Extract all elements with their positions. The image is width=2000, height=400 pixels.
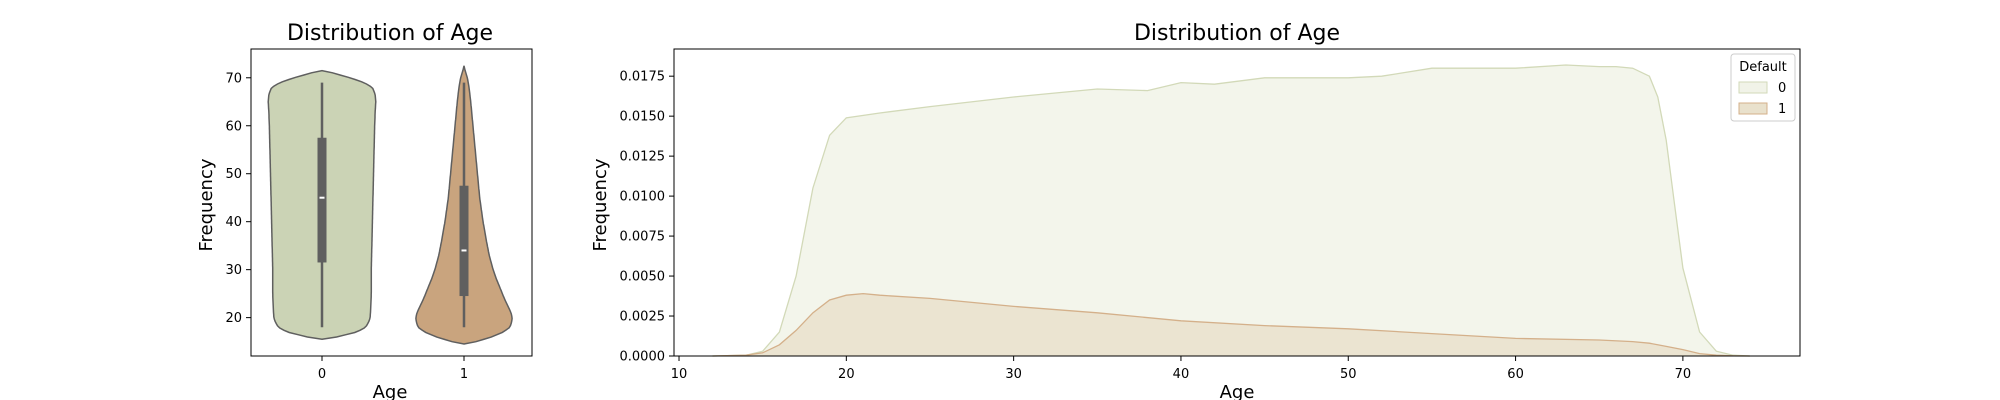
kde-area-1 xyxy=(712,293,1750,356)
violin-y-tick-label: 20 xyxy=(225,311,242,326)
legend-label-1: 1 xyxy=(1778,102,1786,117)
violin-y-tick-label: 60 xyxy=(225,119,242,134)
kde-y-tick-label: 0.0150 xyxy=(620,110,666,125)
legend-swatch-0 xyxy=(1738,81,1768,94)
kde-panel: Distribution of Age Age Frequency 10 20 30… xyxy=(590,21,1801,400)
kde-y-tick-label: 0.0100 xyxy=(620,190,666,205)
legend-label-0: 0 xyxy=(1778,81,1786,96)
kde-areas xyxy=(712,64,1750,357)
kde-y-tick-label: 0.0125 xyxy=(620,150,666,165)
violin-y-tick-label: 70 xyxy=(225,71,242,86)
kde-line-0 xyxy=(712,64,1750,357)
violin-x-tick-label: 0 xyxy=(318,367,326,382)
violin-panel: Distribution of Age Age Frequency 20 30 40… xyxy=(196,21,533,400)
kde-x-tick-label: 10 xyxy=(671,367,688,382)
kde-title: Distribution of Age xyxy=(1134,21,1340,46)
kde-x-tick-label: 20 xyxy=(838,367,855,382)
kde-legend: Default 01 xyxy=(1730,53,1796,122)
violin-y-tick-label: 50 xyxy=(225,167,242,182)
kde-area-0 xyxy=(712,65,1750,356)
kde-x-axis-label: Age xyxy=(1220,382,1255,400)
kde-y-tick-label: 0.0025 xyxy=(620,310,666,325)
legend-entries: 01 xyxy=(1738,81,1786,117)
violin-x-axis-label: Age xyxy=(373,382,408,400)
violin-iqr-box-1 xyxy=(459,185,469,297)
kde-x-tick-label: 70 xyxy=(1675,367,1692,382)
kde-x-tick-label: 40 xyxy=(1173,367,1190,382)
kde-x-tick-label: 30 xyxy=(1005,367,1022,382)
kde-plot-frame xyxy=(673,48,1801,357)
violin-y-tick-label: 40 xyxy=(225,215,242,230)
kde-y-tick-label: 0.0175 xyxy=(620,70,666,85)
legend-title: Default xyxy=(1739,60,1787,75)
kde-y-tick-label: 0.0050 xyxy=(620,270,666,285)
kde-x-tick-label: 50 xyxy=(1340,367,1357,382)
violin-ticks: 20 30 40 50 60 70 0 1 xyxy=(225,71,468,382)
kde-x-tick-label: 60 xyxy=(1507,367,1524,382)
kde-y-tick-label: 0.0075 xyxy=(620,230,666,245)
violin-bodies xyxy=(267,65,513,345)
kde-ticks: 10 20 30 40 50 60 70 0.0000 0.0025 0.0050 0.0075 0.… xyxy=(620,70,1692,382)
violin-iqr-box-0 xyxy=(317,137,327,263)
kde-y-tick-label: 0.0000 xyxy=(620,350,666,365)
legend-swatch-1 xyxy=(1738,102,1768,115)
kde-y-axis-label: Frequency xyxy=(590,158,611,251)
violin-y-axis-label: Frequency xyxy=(196,158,217,251)
violin-x-tick-label: 1 xyxy=(460,367,468,382)
kde-line-1 xyxy=(712,292,1750,357)
violin-plot-frame xyxy=(250,48,533,357)
violin-title: Distribution of Age xyxy=(287,21,493,46)
violin-y-tick-label: 30 xyxy=(225,263,242,278)
